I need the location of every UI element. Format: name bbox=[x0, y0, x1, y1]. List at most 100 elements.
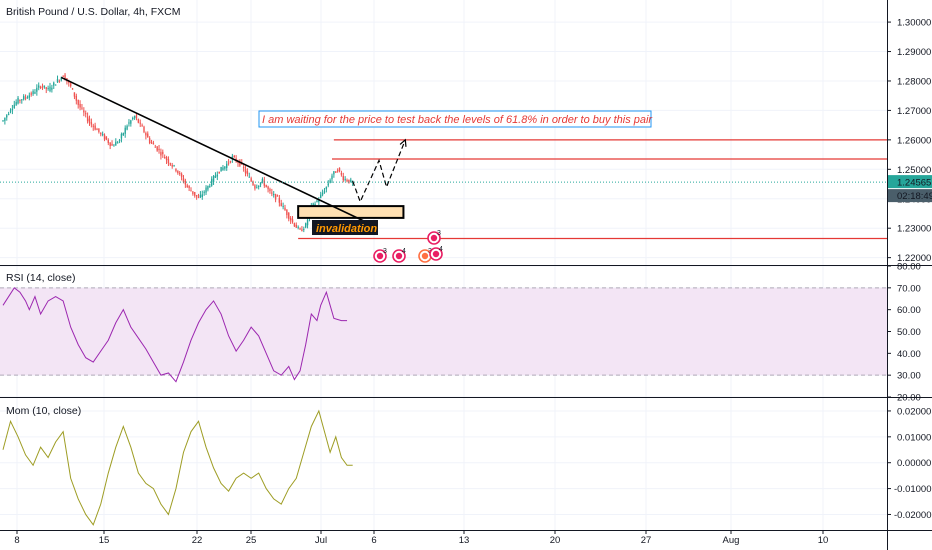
candle-body-170 bbox=[321, 192, 324, 195]
candle-body-41 bbox=[79, 103, 81, 108]
time-axis[interactable]: 8 15 22 25 Jul 6 13 20 27 Aug 10 bbox=[14, 530, 828, 546]
candle-body-93 bbox=[177, 170, 179, 174]
candle-body-167 bbox=[316, 200, 318, 202]
candle-body-6 bbox=[13, 104, 15, 109]
price-tick-label-5: 1.25000 bbox=[897, 165, 931, 176]
price-tick-label-2: 1.28000 bbox=[897, 76, 931, 87]
candle-body-169 bbox=[320, 194, 322, 198]
countdown-tag bbox=[888, 189, 932, 203]
candle-body-31 bbox=[60, 77, 62, 81]
event-badge-count-3: 4 bbox=[439, 246, 443, 253]
candle-body-8 bbox=[17, 97, 19, 104]
demand-zone-box[interactable] bbox=[297, 205, 405, 219]
event-badge-dot-2 bbox=[421, 252, 429, 260]
candle-body-157 bbox=[297, 226, 299, 228]
candle-body-147 bbox=[278, 197, 281, 203]
rsi-tick-label-5: 30.00 bbox=[897, 371, 921, 382]
candle-body-143 bbox=[271, 192, 273, 194]
candle-body-23 bbox=[45, 87, 47, 89]
candle-body-13 bbox=[26, 97, 29, 99]
candle-body-159 bbox=[301, 229, 303, 232]
candle-body-16 bbox=[32, 91, 34, 95]
candle-body-39 bbox=[75, 95, 78, 101]
candle-body-177 bbox=[335, 171, 337, 173]
mom-tick-label-0: 0.02000 bbox=[897, 406, 931, 417]
candle-body-11 bbox=[22, 96, 25, 100]
event-badge-dot-4 bbox=[430, 234, 438, 242]
momentum-title: Mom (10, close) bbox=[6, 405, 81, 417]
candle-body-18 bbox=[36, 87, 38, 92]
price-tick-label-3: 1.27000 bbox=[897, 106, 931, 117]
candle-body-19 bbox=[38, 85, 40, 88]
candle-body-9 bbox=[19, 99, 21, 101]
candle-body-106 bbox=[201, 194, 203, 197]
candle-body-78 bbox=[148, 138, 151, 143]
candle-body-4 bbox=[9, 110, 12, 112]
candle-body-183 bbox=[346, 180, 348, 182]
horizontal-levels[interactable] bbox=[298, 139, 887, 240]
candle-body-161 bbox=[304, 223, 307, 228]
candle-body-88 bbox=[167, 159, 170, 164]
candle-body-92 bbox=[175, 168, 177, 171]
last-price-tag-text: 1.24565 bbox=[897, 178, 931, 189]
candle-body-156 bbox=[295, 224, 297, 228]
note-box[interactable] bbox=[258, 110, 652, 128]
candle-body-155 bbox=[293, 223, 296, 227]
candle-body-185 bbox=[350, 179, 352, 182]
candle-body-172 bbox=[325, 186, 328, 190]
candle-body-63 bbox=[120, 134, 123, 139]
countdown-tag-text: 02:18:49 bbox=[897, 191, 932, 202]
candle-body-12 bbox=[24, 97, 27, 99]
projected-path[interactable] bbox=[352, 139, 406, 204]
candle-body-45 bbox=[86, 116, 89, 122]
price-tick-label-8: 1.22000 bbox=[897, 253, 931, 264]
candle-body-180 bbox=[340, 172, 343, 175]
candle-body-153 bbox=[289, 217, 292, 221]
candle-body-100 bbox=[190, 190, 192, 192]
time-tick-label-3: 25 bbox=[246, 535, 257, 546]
candle-body-148 bbox=[280, 203, 282, 206]
candle-body-17 bbox=[34, 92, 36, 94]
candle-body-66 bbox=[126, 125, 128, 130]
candle-body-84 bbox=[160, 152, 162, 156]
candle-body-144 bbox=[273, 194, 275, 196]
candle-body-142 bbox=[269, 189, 271, 192]
candle-body-102 bbox=[194, 192, 196, 196]
candle-body-29 bbox=[56, 79, 59, 83]
candle-body-179 bbox=[338, 167, 341, 172]
candle-body-146 bbox=[276, 195, 279, 197]
price-axis[interactable]: 1.30000 1.29000 1.28000 1.27000 1.26000 1.250… bbox=[887, 18, 932, 521]
candle-body-111 bbox=[210, 178, 213, 186]
candle-body-59 bbox=[113, 145, 115, 147]
candle-body-22 bbox=[43, 85, 46, 88]
rsi-tick-label-0: 80.00 bbox=[897, 262, 921, 273]
candle-body-40 bbox=[77, 100, 79, 105]
candle-body-74 bbox=[141, 125, 143, 127]
candle-body-76 bbox=[145, 132, 147, 136]
candle-body-184 bbox=[348, 179, 350, 183]
event-badge-dot-1 bbox=[395, 252, 403, 260]
candle-body-49 bbox=[94, 125, 96, 130]
candle-body-36 bbox=[69, 83, 72, 87]
price-tick-label-4: 1.26000 bbox=[897, 135, 931, 146]
candle-body-118 bbox=[224, 166, 226, 169]
candle-body-98 bbox=[186, 185, 188, 187]
candle-body-53 bbox=[101, 134, 104, 136]
candle-body-43 bbox=[83, 110, 85, 113]
candle-body-67 bbox=[128, 122, 130, 124]
candle-body-14 bbox=[28, 95, 31, 98]
candle-body-26 bbox=[51, 87, 53, 90]
candle-body-56 bbox=[107, 139, 109, 143]
invalidation-label-box[interactable] bbox=[312, 220, 378, 235]
rsi-tick-label-1: 70.00 bbox=[897, 283, 921, 294]
candle-body-69 bbox=[132, 117, 134, 120]
candle-body-149 bbox=[282, 205, 284, 207]
candle-body-24 bbox=[47, 88, 49, 90]
candle-body-50 bbox=[96, 129, 98, 131]
candle-body-119 bbox=[226, 163, 228, 169]
descending-trendline[interactable] bbox=[60, 76, 370, 225]
candle-body-2 bbox=[6, 115, 8, 118]
event-badges[interactable]: 34343 bbox=[373, 230, 443, 263]
